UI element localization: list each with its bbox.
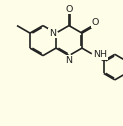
Text: O: O	[92, 19, 99, 27]
Text: N: N	[65, 56, 72, 65]
Text: N: N	[49, 29, 56, 38]
Text: O: O	[65, 5, 73, 14]
Text: NH: NH	[93, 50, 107, 59]
